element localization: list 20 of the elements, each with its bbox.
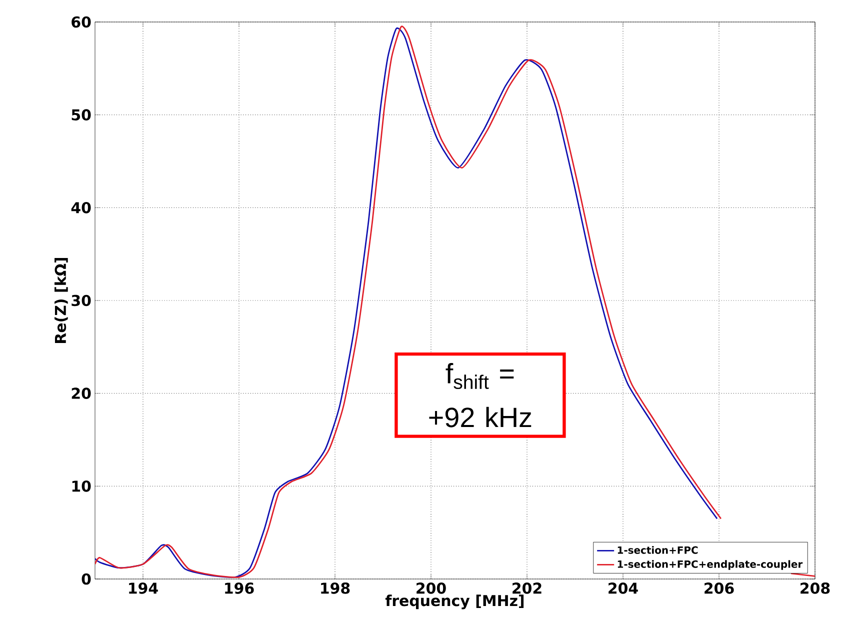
x-tick-label: 208 xyxy=(800,582,830,594)
x-tick-label: 204 xyxy=(608,582,638,594)
x-tick-label: 198 xyxy=(321,582,350,594)
annotation: f$_{shift}$ = +92 kHz xyxy=(429,363,532,428)
legend-label: 1-section+FPC+endplate-coupler xyxy=(618,560,803,570)
x-tick-label: 202 xyxy=(512,582,542,594)
legend-label: 1-section+FPC xyxy=(618,546,698,554)
y-tick-label: 50 xyxy=(72,109,91,120)
y-tick-label: 30 xyxy=(72,294,91,306)
x-axis-title: frequency [MHz] xyxy=(385,594,524,610)
y-tick-label: 40 xyxy=(71,202,91,214)
y-tick-label: 20 xyxy=(72,388,91,399)
y-tick-label: 10 xyxy=(72,480,91,492)
x-tick-label: 206 xyxy=(704,582,734,594)
y-tick-label: 0 xyxy=(82,573,91,585)
y-axis-title: Re(Z) [kΩ] xyxy=(54,258,68,343)
x-tick-label: 196 xyxy=(225,582,254,594)
y-tick-label: 60 xyxy=(72,16,91,28)
x-tick-label: 200 xyxy=(416,582,446,594)
x-tick-label: 194 xyxy=(129,582,158,594)
